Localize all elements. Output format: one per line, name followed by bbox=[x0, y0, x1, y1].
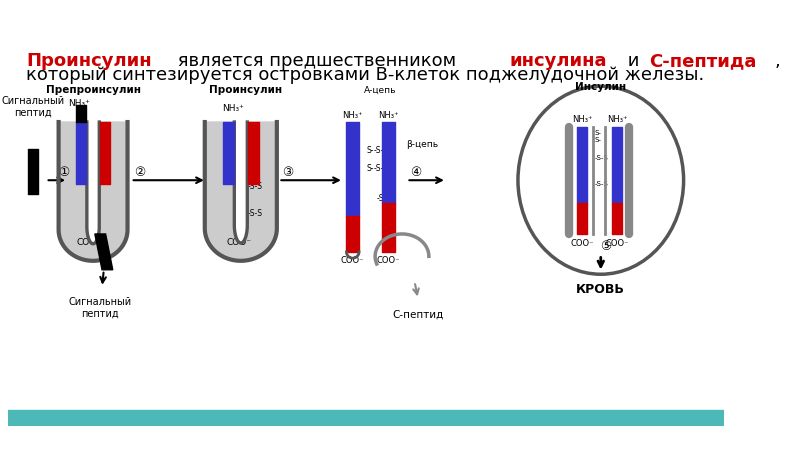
Text: -S-S: -S-S bbox=[594, 181, 608, 188]
Text: -S-S: -S-S bbox=[594, 155, 608, 161]
Text: β-цепь: β-цепь bbox=[406, 140, 438, 149]
Text: КРОВЬ: КРОВЬ bbox=[576, 283, 626, 296]
Text: Проинсулин: Проинсулин bbox=[26, 52, 151, 70]
Text: COO⁻: COO⁻ bbox=[341, 256, 365, 265]
Text: S-
S-: S- S- bbox=[594, 130, 602, 143]
Bar bbox=[8, 410, 724, 427]
Text: ⑤: ⑤ bbox=[601, 240, 612, 253]
Text: Инсулин: Инсулин bbox=[575, 82, 626, 93]
Polygon shape bbox=[95, 234, 113, 270]
Text: NH₃⁺: NH₃⁺ bbox=[342, 111, 363, 120]
Ellipse shape bbox=[518, 86, 684, 274]
Text: который синтезируется островками В-клеток поджелудочной железы.: который синтезируется островками В-клето… bbox=[26, 66, 704, 84]
Text: Препроинсулин: Препроинсулин bbox=[46, 85, 141, 95]
Text: -S-S: -S-S bbox=[248, 182, 263, 191]
Text: NH₃⁺: NH₃⁺ bbox=[222, 104, 244, 113]
Polygon shape bbox=[205, 122, 277, 261]
Text: С-пептида: С-пептида bbox=[650, 52, 757, 70]
Text: А-цепь: А-цепь bbox=[364, 86, 397, 95]
Text: ④: ④ bbox=[410, 166, 421, 179]
Text: NH₃⁺: NH₃⁺ bbox=[606, 115, 627, 124]
Text: COO⁻: COO⁻ bbox=[77, 238, 102, 247]
Text: С-пептид: С-пептид bbox=[393, 310, 444, 320]
Polygon shape bbox=[58, 122, 127, 261]
Text: -S-S: -S-S bbox=[374, 164, 388, 173]
Text: является предшественником: является предшественником bbox=[172, 52, 462, 70]
Text: S-: S- bbox=[366, 164, 374, 173]
Text: -S-S-: -S-S- bbox=[374, 146, 391, 155]
Text: S-
S-: S- S- bbox=[251, 145, 259, 164]
Text: -S-S: -S-S bbox=[377, 194, 392, 203]
Text: NH₃⁺: NH₃⁺ bbox=[572, 115, 592, 124]
Text: Проинсулин: Проинсулин bbox=[209, 85, 282, 95]
Text: -S-S: -S-S bbox=[248, 209, 263, 218]
Text: COO⁻: COO⁻ bbox=[377, 256, 400, 265]
Polygon shape bbox=[234, 117, 247, 243]
Text: и: и bbox=[622, 52, 646, 70]
Text: COO⁻: COO⁻ bbox=[570, 238, 594, 248]
Text: Сигнальный
пептид: Сигнальный пептид bbox=[69, 297, 132, 318]
Polygon shape bbox=[87, 117, 99, 244]
Text: инсулина: инсулина bbox=[509, 52, 606, 70]
Text: ②: ② bbox=[134, 166, 146, 179]
Text: ③: ③ bbox=[282, 166, 293, 179]
Text: COO⁻: COO⁻ bbox=[226, 238, 251, 247]
Text: COO⁻: COO⁻ bbox=[605, 238, 629, 248]
Text: ,: , bbox=[774, 52, 780, 70]
Text: NH₃⁺: NH₃⁺ bbox=[68, 99, 90, 108]
Text: ①: ① bbox=[58, 166, 69, 179]
Text: S-: S- bbox=[366, 146, 374, 155]
Text: NH₃⁺: NH₃⁺ bbox=[378, 111, 399, 120]
Text: Сигнальный
пептид: Сигнальный пептид bbox=[2, 96, 65, 117]
